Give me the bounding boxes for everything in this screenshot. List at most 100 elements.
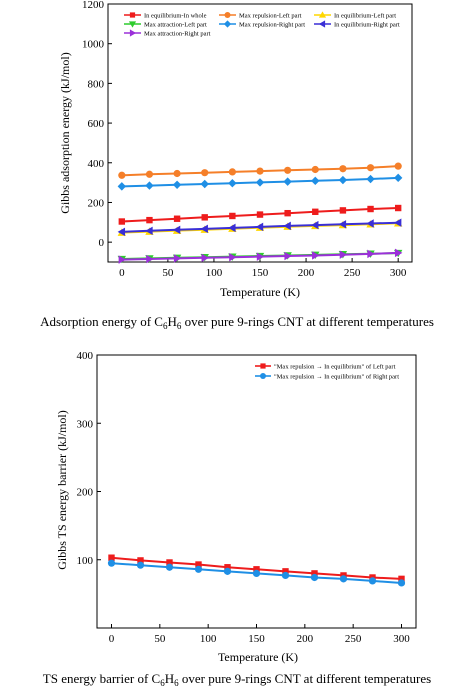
data-point-series-6 xyxy=(228,223,236,233)
legend-label: In equilibrium-In whole xyxy=(144,12,207,19)
data-point-series-1 xyxy=(253,566,260,573)
caption-1-pre: Adsorption energy of C xyxy=(40,314,163,329)
x-tick-label: 300 xyxy=(393,633,410,645)
legend-label: In equilibrium-Right part xyxy=(334,21,400,28)
legend-label: "Max repulsion → In equilibrium" of Left… xyxy=(274,363,396,370)
data-point-series-7 xyxy=(118,255,127,264)
data-point-series-1 xyxy=(137,557,144,564)
data-point-series-2 xyxy=(339,165,347,173)
legend-swatch-marker xyxy=(129,12,136,18)
x-tick-label: 50 xyxy=(162,267,174,279)
data-point-series-7 xyxy=(256,252,265,261)
x-axis-title: Temperature (K) xyxy=(218,650,298,664)
series-markers xyxy=(117,162,403,264)
y-tick-label: 300 xyxy=(77,418,94,430)
caption-2-sub1: 6 xyxy=(160,678,165,687)
chart-ts-energy-barrier: 0 50 100 150 200 250 300 100 200 300 400 "Max repu… xyxy=(55,350,417,664)
data-point-series-2 xyxy=(397,579,406,587)
data-point-series-2 xyxy=(368,577,377,585)
data-point-series-5 xyxy=(311,176,320,186)
legend-swatch-marker xyxy=(129,29,137,37)
axis-ticks: 0 50 100 150 200 250 300 100 200 300 400 xyxy=(77,350,411,645)
data-point-series-2 xyxy=(339,575,348,583)
data-point-series-2 xyxy=(252,569,261,578)
data-point-series-2 xyxy=(394,162,402,170)
legend-label: Max repulsion-Left part xyxy=(239,12,302,19)
data-point-series-2 xyxy=(194,565,203,573)
data-point-series-2 xyxy=(118,171,126,179)
data-point-series-1 xyxy=(282,568,289,575)
data-point-series-6 xyxy=(117,227,126,237)
data-point-series-1 xyxy=(146,216,153,224)
caption-1-post: over pure 9-rings CNT at different tempe… xyxy=(181,314,434,329)
y-tick-label: 200 xyxy=(77,487,94,499)
x-tick-label: 0 xyxy=(119,267,125,279)
data-point-series-5 xyxy=(228,179,237,188)
data-point-series-1 xyxy=(367,205,374,213)
data-point-series-7 xyxy=(312,251,320,260)
legend-swatch-marker xyxy=(318,20,326,28)
data-point-series-7 xyxy=(394,248,403,258)
x-tick-label: 200 xyxy=(298,267,315,279)
caption-1-mid: H xyxy=(167,314,176,329)
caption-1: Adsorption energy of C6H6 over pure 9-ri… xyxy=(40,314,434,331)
data-point-series-2 xyxy=(228,168,236,176)
data-point-series-1 xyxy=(173,215,181,222)
legend-swatch-marker xyxy=(128,21,137,28)
data-point-series-7 xyxy=(284,251,292,261)
y-tick-label: 800 xyxy=(88,78,105,90)
data-point-series-5 xyxy=(172,180,182,189)
x-tick-label: 200 xyxy=(297,633,314,645)
legend-swatch-marker xyxy=(260,373,266,379)
caption-1-sub2: 6 xyxy=(177,321,182,331)
data-point-series-7 xyxy=(173,254,182,263)
data-point-series-1 xyxy=(312,208,319,215)
data-point-series-7 xyxy=(146,254,154,264)
data-point-series-2 xyxy=(284,166,292,174)
data-point-series-6 xyxy=(311,220,319,230)
plot-frame xyxy=(96,354,417,629)
legend-swatch-marker xyxy=(223,20,232,28)
x-tick-label: 250 xyxy=(345,633,362,645)
legend-label: "Max repulsion → In equilibrium" of Righ… xyxy=(274,373,399,380)
data-point-series-7 xyxy=(367,249,375,259)
data-point-series-1 xyxy=(166,559,173,566)
data-point-series-2 xyxy=(311,165,319,174)
data-point-series-6 xyxy=(145,226,153,236)
data-point-series-5 xyxy=(145,181,154,190)
data-point-series-6 xyxy=(393,218,402,227)
x-tick-label: 250 xyxy=(344,267,361,279)
data-point-series-1 xyxy=(195,561,202,568)
y-tick-label: 600 xyxy=(88,118,105,130)
legend-swatch-marker xyxy=(318,11,327,18)
data-point-series-1 xyxy=(394,204,402,212)
y-axis-title: Gibbs adsorption energy (kJ/mol) xyxy=(58,52,72,213)
data-point-series-7 xyxy=(229,253,237,262)
data-point-series-2 xyxy=(310,573,319,582)
caption-2-pre: TS energy barrier of C xyxy=(43,671,160,686)
data-point-series-7 xyxy=(201,253,209,263)
y-axis-title: Gibbs TS energy barrier (kJ/mol) xyxy=(55,410,69,570)
data-point-series-2 xyxy=(173,169,181,178)
x-tick-label: 150 xyxy=(248,633,265,645)
legend-label: In equilibrium-Left part xyxy=(334,12,396,19)
caption-1-sub1: 6 xyxy=(163,321,168,331)
data-point-series-6 xyxy=(255,222,264,232)
data-point-series-6 xyxy=(172,225,181,235)
y-tick-label: 1200 xyxy=(82,0,105,11)
x-tick-label: 0 xyxy=(109,633,115,645)
legend-label: Max repulsion-Right part xyxy=(239,21,305,28)
caption-2-sub2: 6 xyxy=(174,678,179,687)
series-markers xyxy=(107,554,406,587)
x-tick-label: 50 xyxy=(154,633,166,645)
legend-label: Max attraction-Right part xyxy=(144,30,211,37)
y-tick-label: 1000 xyxy=(82,39,105,51)
data-point-series-2 xyxy=(256,167,264,175)
data-point-series-1 xyxy=(229,212,236,220)
data-point-series-5 xyxy=(117,182,127,191)
data-point-series-5 xyxy=(283,177,292,186)
data-point-series-5 xyxy=(393,173,403,183)
x-tick-label: 100 xyxy=(200,633,217,645)
y-tick-label: 100 xyxy=(77,555,94,567)
